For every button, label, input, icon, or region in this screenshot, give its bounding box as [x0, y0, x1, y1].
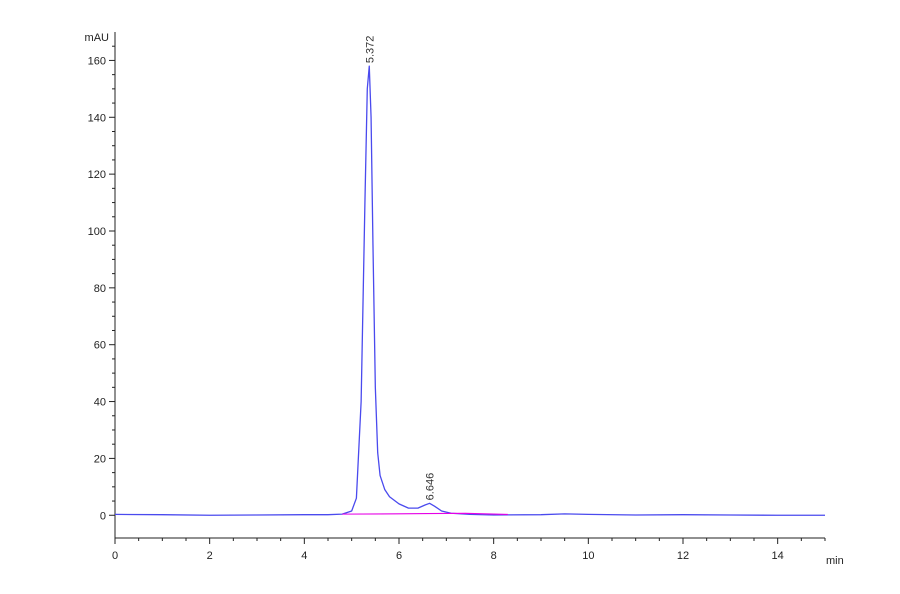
series-layer — [114, 65, 825, 516]
x-tick-label: 0 — [112, 550, 118, 562]
y-tick-label: 160 — [88, 55, 106, 67]
y-tick-label: 0 — [100, 510, 106, 522]
peak-retention-label: 6.646 — [425, 473, 437, 501]
y-tick-label: 100 — [88, 226, 106, 238]
peak-labels: 5.372 6.646 — [364, 36, 436, 501]
x-tick-label: 4 — [301, 550, 307, 562]
axes — [114, 32, 825, 539]
peak-retention-label: 5.372 — [364, 36, 376, 64]
x-tick-label: 8 — [491, 550, 497, 562]
y-tick-label: 20 — [94, 453, 106, 465]
x-axis-label: min — [826, 555, 844, 567]
x-tick-label: 14 — [772, 550, 784, 562]
y-tick-label: 120 — [88, 169, 106, 181]
baseline-line — [342, 512, 508, 515]
y-tick-label: 40 — [94, 397, 106, 409]
y-tick-label: 80 — [94, 283, 106, 295]
x-axis-ticks: 0 2 4 6 8 10 12 14 — [112, 538, 826, 562]
y-axis-ticks: 0 20 40 60 80 100 120 140 160 — [88, 45, 115, 522]
y-tick-label: 140 — [88, 112, 106, 124]
x-tick-label: 2 — [207, 550, 213, 562]
y-tick-label: 60 — [94, 340, 106, 352]
signal-trace-line — [114, 65, 825, 516]
x-tick-label: 10 — [582, 550, 594, 562]
x-tick-label: 6 — [396, 550, 402, 562]
x-tick-label: 12 — [677, 550, 689, 562]
y-axis-label: mAU — [85, 32, 110, 44]
